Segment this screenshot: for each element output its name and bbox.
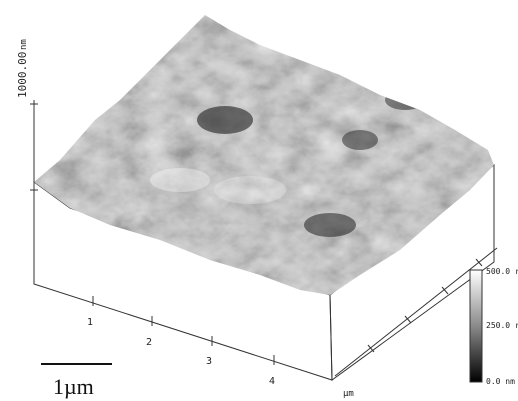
color-scale-bottom-label: 0.0 nm <box>486 377 515 386</box>
x-tick-label: 4 <box>269 376 275 387</box>
z-axis-max-label: 1000.00 <box>16 52 29 98</box>
x-tick-label: 3 <box>206 356 212 367</box>
x-axis: 1 2 3 4 µm <box>87 296 354 399</box>
x-axis-unit: µm <box>343 389 354 399</box>
color-scale-bar <box>470 270 482 382</box>
x-tick-label: 2 <box>146 337 152 348</box>
color-scale-mid-label: 250.0 r <box>486 321 518 330</box>
scale-bar: 1µm <box>41 364 112 399</box>
color-scale: 500.0 r 250.0 r 0.0 nm <box>470 267 518 386</box>
scale-bar-label: 1µm <box>53 374 94 399</box>
z-axis: 1000.00 nm <box>16 39 38 284</box>
z-axis-unit: nm <box>19 39 29 50</box>
color-scale-top-label: 500.0 r <box>486 267 518 276</box>
surface-topography <box>20 10 500 310</box>
x-tick-label: 1 <box>87 317 93 328</box>
